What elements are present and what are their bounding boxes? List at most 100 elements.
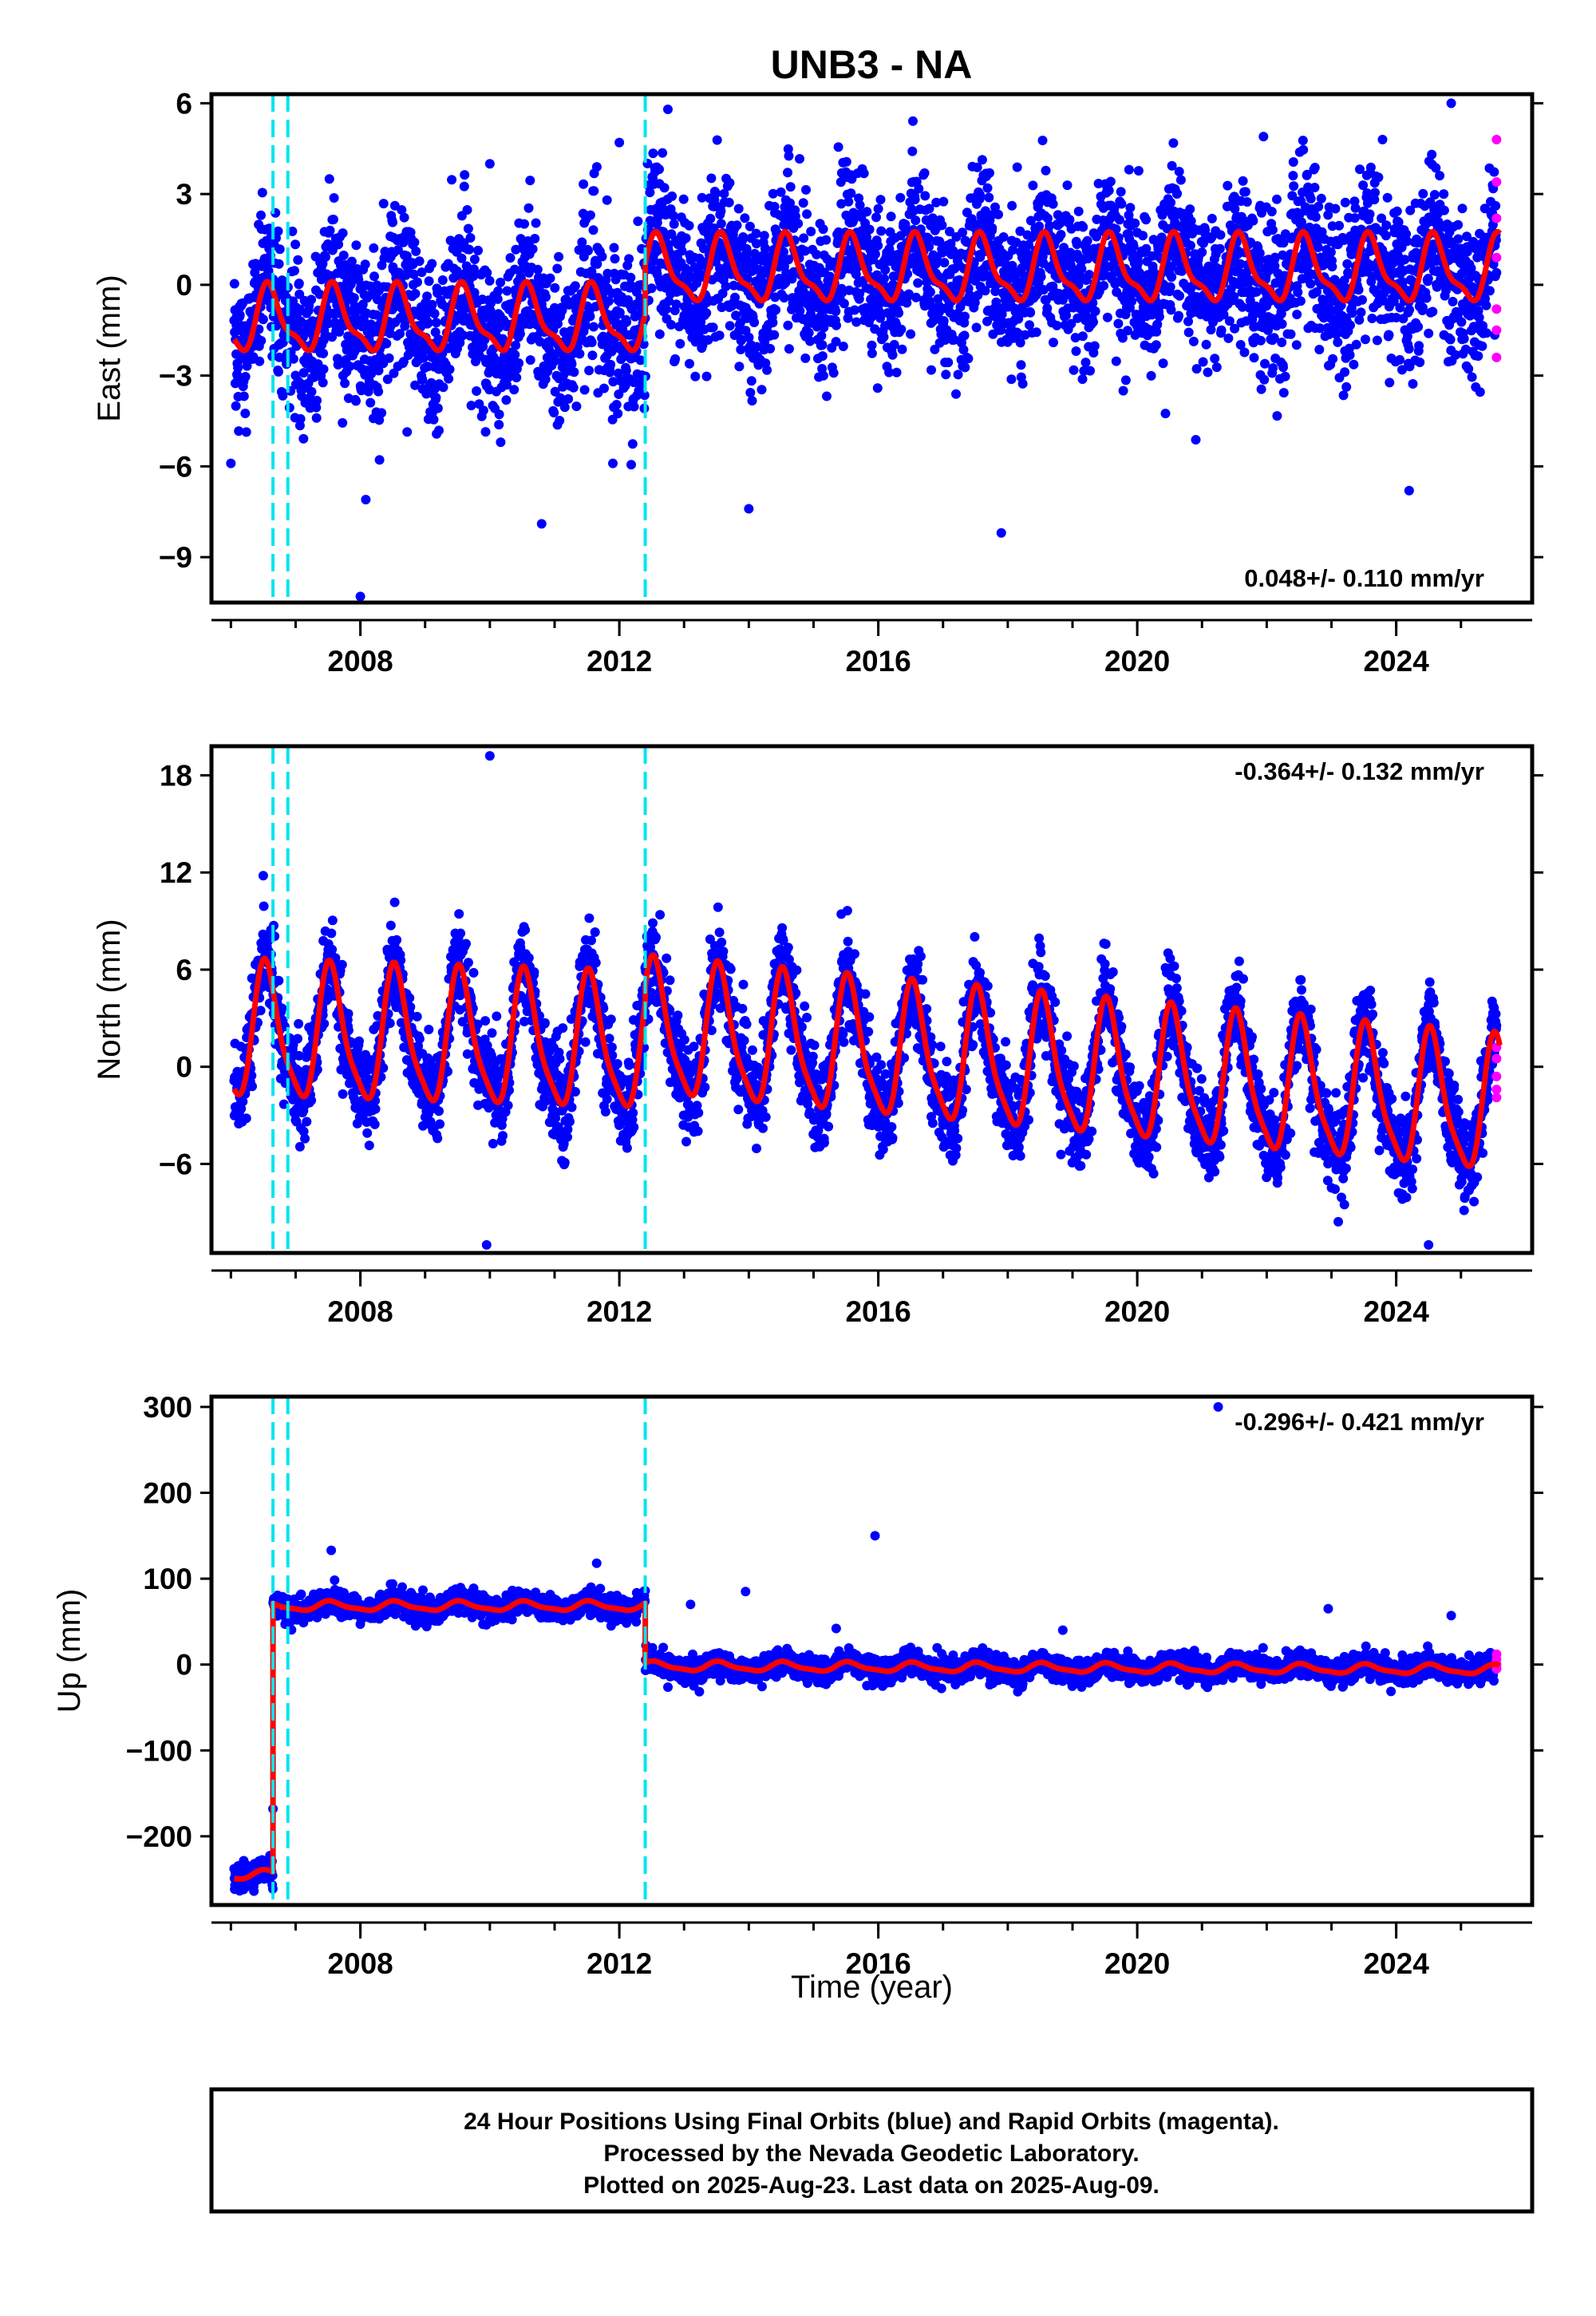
- data-point: [896, 324, 907, 334]
- data-point: [1477, 341, 1487, 351]
- data-point: [793, 219, 804, 229]
- data-point: [1031, 327, 1041, 338]
- data-point: [1462, 231, 1472, 242]
- data-point: [1198, 357, 1208, 367]
- data-point: [505, 253, 516, 263]
- data-point: [327, 944, 338, 954]
- data-point: [270, 931, 280, 942]
- data-point: [635, 355, 646, 366]
- data-point: [324, 174, 334, 184]
- data-point: [1325, 247, 1336, 257]
- data-point: [1203, 367, 1213, 377]
- data-point: [1445, 334, 1456, 345]
- rapid-point: [1491, 134, 1502, 144]
- data-point: [469, 287, 480, 298]
- data-point: [646, 283, 657, 294]
- data-point: [1191, 435, 1201, 445]
- data-point: [784, 344, 794, 354]
- data-point: [850, 305, 859, 315]
- data-point: [661, 304, 671, 314]
- data-point: [540, 374, 551, 385]
- data-point: [1235, 340, 1246, 350]
- data-point: [1358, 180, 1369, 191]
- data-point: [1025, 320, 1034, 330]
- data-point: [1439, 205, 1449, 215]
- data-point: [567, 359, 577, 370]
- data-point: [1072, 239, 1082, 250]
- data-point: [241, 427, 251, 437]
- data-point: [1404, 305, 1415, 315]
- x-tick-label: 2024: [1363, 645, 1429, 678]
- data-point: [1223, 333, 1234, 343]
- data-point: [1481, 328, 1491, 338]
- data-point: [1266, 207, 1277, 217]
- data-point: [903, 289, 914, 299]
- data-point: [493, 322, 504, 333]
- data-point: [277, 1003, 287, 1014]
- data-point: [255, 356, 265, 366]
- data-point: [274, 259, 284, 269]
- data-point: [959, 330, 970, 341]
- data-point: [438, 382, 448, 393]
- data-point: [1048, 199, 1058, 209]
- data-point: [1017, 378, 1028, 389]
- data-point: [585, 311, 595, 322]
- data-point: [1453, 219, 1464, 230]
- data-point: [382, 374, 393, 385]
- rate-annotation: 0.048+/- 0.110 mm/yr: [1244, 564, 1484, 592]
- data-point: [1024, 239, 1033, 250]
- data-point: [831, 306, 841, 316]
- data-point: [389, 368, 399, 378]
- data-point: [958, 345, 969, 355]
- data-point: [300, 1133, 310, 1144]
- data-point: [1249, 353, 1259, 363]
- data-point: [259, 901, 269, 911]
- data-point: [351, 240, 361, 251]
- data-point: [583, 246, 593, 256]
- outlier-point: [996, 528, 1006, 538]
- data-point: [402, 427, 413, 437]
- data-point: [1370, 188, 1380, 198]
- data-point: [609, 243, 619, 253]
- data-point: [258, 314, 268, 325]
- data-point: [351, 396, 361, 406]
- data-point: [1077, 374, 1088, 385]
- data-point: [424, 276, 434, 287]
- data-point: [747, 396, 757, 406]
- data-point: [783, 320, 793, 330]
- data-point: [1351, 339, 1361, 350]
- data-point: [1197, 247, 1207, 258]
- data-point: [512, 373, 522, 383]
- data-point: [738, 232, 749, 242]
- data-point: [482, 267, 492, 278]
- data-point: [294, 304, 305, 314]
- data-point: [1061, 310, 1071, 321]
- data-point: [1424, 328, 1434, 338]
- data-point: [1175, 290, 1185, 301]
- data-point: [511, 340, 521, 350]
- rapid-point: [1491, 176, 1502, 187]
- data-point: [302, 1117, 312, 1127]
- data-point: [990, 202, 1000, 212]
- data-point: [456, 253, 467, 263]
- data-point: [1125, 203, 1136, 213]
- data-point: [795, 154, 804, 164]
- data-point: [732, 220, 742, 231]
- data-point: [468, 264, 479, 275]
- data-point: [1310, 163, 1320, 172]
- data-point: [614, 307, 625, 318]
- data-point: [633, 216, 643, 227]
- data-point: [1306, 194, 1316, 204]
- data-point: [1270, 261, 1280, 271]
- data-point: [1036, 271, 1046, 282]
- data-point: [785, 198, 795, 208]
- data-point: [397, 205, 407, 215]
- data-point: [256, 335, 267, 346]
- data-point: [557, 305, 567, 315]
- data-point: [800, 246, 810, 256]
- data-point: [629, 377, 639, 388]
- data-point: [626, 460, 636, 470]
- data-point: [1354, 314, 1365, 325]
- data-point: [1400, 255, 1410, 265]
- data-point: [889, 339, 899, 350]
